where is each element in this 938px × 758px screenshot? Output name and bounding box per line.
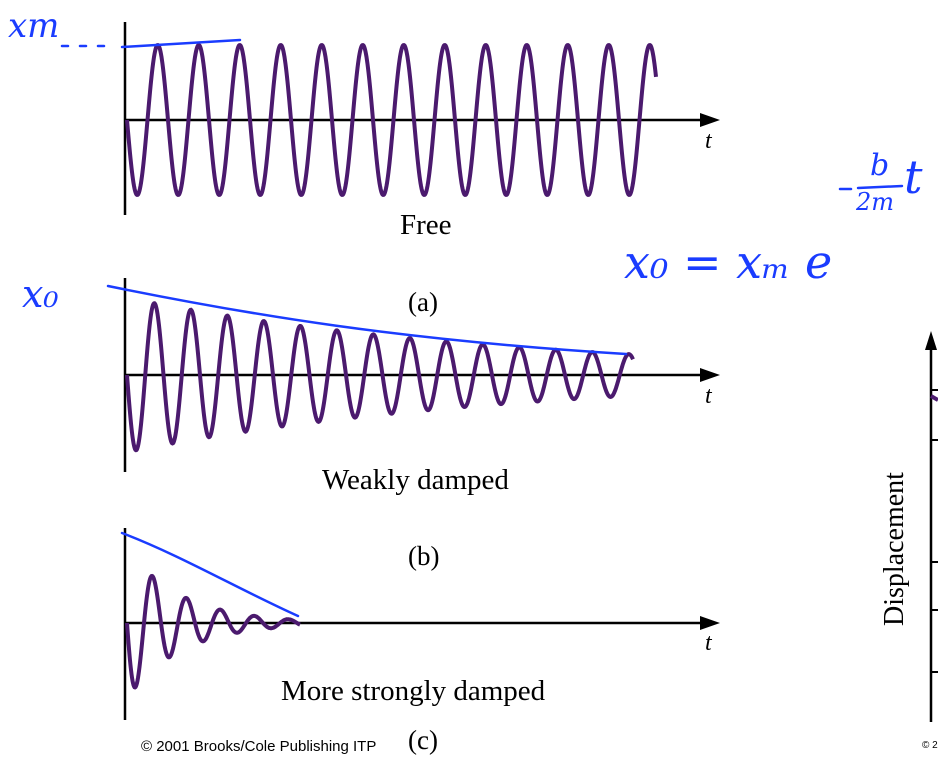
weak-envelope-line xyxy=(106,284,628,356)
strong-panel-letter: (c) xyxy=(408,725,438,755)
strong-t-label: t xyxy=(705,630,712,656)
side-curve-fragment xyxy=(930,394,938,402)
side-copyright-fragment: © 2 xyxy=(922,740,938,751)
copyright-notice: © 2001 Brooks/Cole Publishing ITP xyxy=(141,738,377,755)
panel-weakly-damped xyxy=(123,278,720,472)
free-t-axis-arrow xyxy=(700,113,720,127)
exponent-t: t xyxy=(904,150,923,204)
x0-handwritten-label: x₀ xyxy=(22,272,59,316)
side-y-axis-arrow xyxy=(925,331,937,350)
panel-free xyxy=(123,22,720,215)
strongly-damped-curve xyxy=(125,573,301,690)
free-panel-letter: (a) xyxy=(408,287,438,317)
weak-t-axis-arrow xyxy=(700,368,720,382)
formula-handwritten: x₀ = xₘ e xyxy=(624,235,833,289)
free-t-label: t xyxy=(705,128,712,154)
xm-amplitude-line xyxy=(120,38,242,49)
strong-envelope-line xyxy=(120,531,300,618)
xm-handwritten-label: xm xyxy=(8,6,60,46)
weakly-damped-curve xyxy=(125,301,635,453)
side-tick-marks xyxy=(931,389,938,673)
weak-panel-letter: (b) xyxy=(408,541,440,571)
free-oscillation-curve xyxy=(125,43,658,197)
strong-t-axis-arrow xyxy=(700,616,720,630)
side-figure-fragment xyxy=(925,331,938,722)
weak-caption: Weakly damped xyxy=(322,464,509,496)
exponent-fraction-bar xyxy=(856,184,904,190)
free-caption: Free xyxy=(400,209,452,241)
side-displacement-label: Displacement xyxy=(879,472,910,626)
exponent-numerator: b xyxy=(870,148,890,183)
panel-strongly-damped xyxy=(123,528,720,720)
handwritten-annotations xyxy=(60,38,904,618)
exponent-denominator: 2m xyxy=(856,188,895,216)
weak-t-label: t xyxy=(705,383,712,409)
strong-caption: More strongly damped xyxy=(281,675,546,707)
